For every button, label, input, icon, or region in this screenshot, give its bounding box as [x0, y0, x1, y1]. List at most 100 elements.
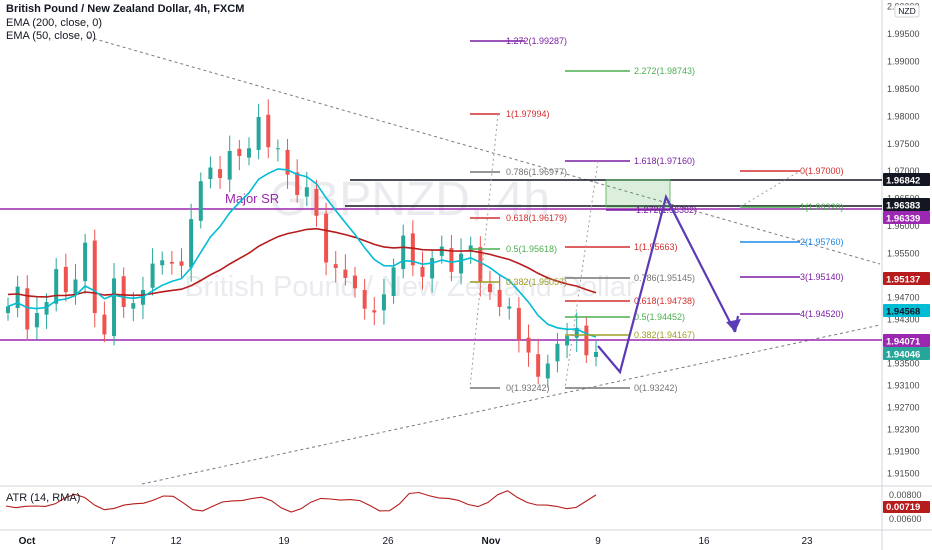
price-label-tag: [883, 272, 930, 285]
candle-body: [131, 303, 136, 309]
price-tick-label: 1.94300: [887, 315, 920, 325]
candle-body: [343, 269, 348, 278]
candle-body: [179, 261, 184, 266]
atr-value-tag: [883, 501, 930, 513]
fib-connector-top: [739, 170, 801, 208]
candle-body: [391, 267, 396, 296]
fib-level-label: 2.272(1.98743): [634, 66, 695, 76]
fibonacci-levels: 1.272(1.99287) 2.272(1.98743) 1(1.97994) 1.…: [470, 36, 844, 393]
candle-body: [63, 266, 68, 293]
candle-body: [449, 248, 454, 272]
price-label-value: 1.96842: [886, 176, 920, 187]
candle-body: [420, 266, 425, 277]
price-tick-label: 1.98000: [887, 111, 920, 121]
ema200-legend[interactable]: EMA (200, close, 0): [6, 17, 102, 29]
candle-body: [401, 235, 406, 270]
fib-level-label: 0(1.97000): [800, 166, 844, 176]
fib-level-label: 0.382(1.95057): [506, 277, 567, 287]
descending-trendline: [87, 36, 881, 265]
candle-body: [15, 286, 20, 309]
time-tick-label: 12: [170, 536, 182, 547]
target-zone-box: [605, 179, 671, 208]
candle-body: [565, 336, 570, 346]
price-tick-label: 1.99000: [887, 56, 920, 66]
atr-tick-label: 0.00600: [889, 514, 922, 524]
candle-body: [246, 148, 251, 158]
watermark-name: British Pound / New Zealand Dollar: [184, 271, 636, 303]
price-label-tag: [883, 347, 930, 360]
ema50-line: [7, 168, 597, 338]
candle-body: [536, 354, 541, 377]
fib-level-label: 1.272(1.99287): [506, 36, 567, 46]
atr-line: [5, 490, 597, 513]
candle-body: [83, 242, 88, 282]
candle-body: [459, 253, 464, 274]
candle-body: [92, 240, 97, 314]
candle-body: [487, 283, 492, 293]
time-tick-label: 23: [801, 536, 813, 547]
fib-level-label: 0.618(1.94738): [634, 296, 695, 306]
candle-body: [227, 151, 232, 180]
fib-level-label: 1.618(1.97160): [634, 156, 695, 166]
price-axis-labels: 1.96842 1.96383 1.96339 1.95137 1.94568 1.940…: [883, 173, 930, 361]
price-label-tag: [883, 334, 930, 347]
fib-connector-left: [469, 113, 499, 389]
fib-level-label: 1(1.95663): [634, 242, 678, 252]
fib-level-label: 0.786(1.96977): [506, 167, 567, 177]
candle-body: [121, 276, 126, 307]
candle-body: [150, 263, 155, 288]
candle-body: [256, 116, 261, 150]
candle-body: [430, 258, 435, 279]
candle-body: [314, 188, 319, 216]
price-tick-label: 1.98500: [887, 84, 920, 94]
candle-body: [73, 279, 78, 294]
candle-body: [333, 264, 338, 268]
fib-level-label: 3(1.95140): [800, 272, 844, 282]
ema50-legend[interactable]: EMA (50, close, 0): [6, 30, 96, 42]
candle-body: [295, 172, 300, 195]
price-tick-label: 1.92300: [887, 424, 920, 434]
candle-body: [362, 289, 367, 309]
candle-body: [516, 308, 521, 340]
price-label-value: 1.96383: [886, 201, 920, 212]
price-tick-label: 1.99500: [887, 29, 920, 39]
candle-body: [381, 294, 386, 311]
price-tick-label: 1.91500: [887, 468, 920, 478]
major-sr-label: Major SR: [225, 191, 279, 206]
price-tick-label: 1.96000: [887, 221, 920, 231]
fib-level-label: 4(1.94520): [800, 309, 844, 319]
price-label-value: 1.94568: [886, 307, 920, 318]
candle-body: [497, 289, 502, 307]
candle-body: [574, 327, 579, 338]
fib-level-label: 0.5(1.95618): [506, 244, 557, 254]
fib-level-label: 0(1.93242): [634, 383, 678, 393]
candle-body: [6, 306, 10, 314]
price-label-tag: [883, 211, 930, 224]
candle-body: [25, 288, 30, 330]
candle-body: [372, 310, 377, 313]
candle-body: [545, 363, 550, 379]
fib-level-label: 0.382(1.94167): [634, 330, 695, 340]
price-label-value: 1.94071: [886, 337, 921, 348]
price-label-tag: [883, 173, 930, 186]
candle-body: [169, 261, 174, 264]
time-tick-label: Oct: [19, 536, 36, 547]
candle-body: [555, 343, 560, 362]
price-tick-label: 1.95500: [887, 249, 920, 259]
price-label-value: 1.96339: [886, 214, 920, 225]
fib-level-label: 2(1.95760): [800, 237, 844, 247]
candle-body: [275, 148, 280, 150]
time-tick-label: Nov: [482, 536, 501, 547]
atr-current-value: 0.00719: [886, 502, 920, 513]
candle-body: [507, 306, 512, 309]
price-tick-label: 1.97000: [887, 166, 920, 176]
fib-level-label: 0.5(1.94452): [634, 312, 685, 322]
fib-connector-right: [564, 160, 599, 389]
price-tick-label: 1.91900: [887, 446, 920, 456]
atr-legend[interactable]: ATR (14, RMA): [6, 492, 81, 504]
price-tick-label: 1.97500: [887, 139, 920, 149]
candle-body: [160, 260, 165, 266]
